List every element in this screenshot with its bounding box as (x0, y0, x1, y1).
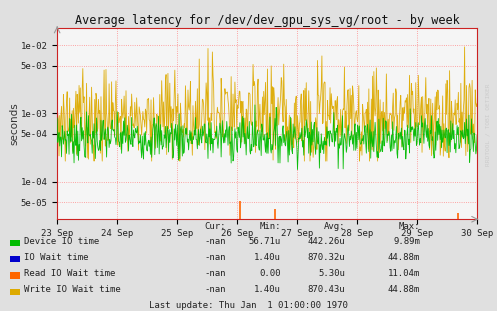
Text: Device IO time: Device IO time (24, 237, 99, 246)
Title: Average latency for /dev/dev_gpu_sys_vg/root - by week: Average latency for /dev/dev_gpu_sys_vg/… (75, 14, 460, 27)
Text: -nan: -nan (205, 285, 226, 294)
Text: 1.40u: 1.40u (254, 253, 281, 262)
Text: 11.04m: 11.04m (388, 269, 420, 278)
Text: IO Wait time: IO Wait time (24, 253, 88, 262)
Text: Cur:: Cur: (205, 221, 226, 230)
Text: 870.32u: 870.32u (308, 253, 345, 262)
Text: Write IO Wait time: Write IO Wait time (24, 285, 121, 294)
Text: 44.88m: 44.88m (388, 253, 420, 262)
Y-axis label: seconds: seconds (9, 102, 19, 145)
Text: 56.71u: 56.71u (248, 237, 281, 246)
Text: -nan: -nan (205, 237, 226, 246)
Text: -nan: -nan (205, 253, 226, 262)
Text: Read IO Wait time: Read IO Wait time (24, 269, 115, 278)
Text: Min:: Min: (259, 221, 281, 230)
Text: 442.26u: 442.26u (308, 237, 345, 246)
Text: 870.43u: 870.43u (308, 285, 345, 294)
Text: 9.89m: 9.89m (393, 237, 420, 246)
Text: Avg:: Avg: (324, 221, 345, 230)
Text: 0.00: 0.00 (259, 269, 281, 278)
Text: 44.88m: 44.88m (388, 285, 420, 294)
Text: Last update: Thu Jan  1 01:00:00 1970: Last update: Thu Jan 1 01:00:00 1970 (149, 301, 348, 310)
Text: Max:: Max: (399, 221, 420, 230)
Text: -nan: -nan (205, 269, 226, 278)
Text: 1.40u: 1.40u (254, 285, 281, 294)
Text: RRDTOOL / TOBI OETIKER: RRDTOOL / TOBI OETIKER (486, 83, 491, 166)
Text: 5.30u: 5.30u (319, 269, 345, 278)
